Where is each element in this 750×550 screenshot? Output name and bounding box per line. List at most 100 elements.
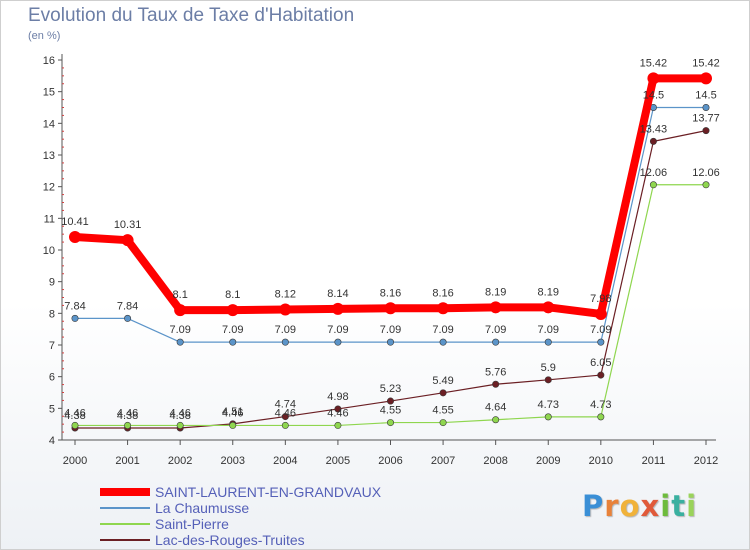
data-point (281, 421, 289, 429)
legend-label: La Chaumusse (155, 500, 250, 516)
data-point (597, 413, 605, 421)
data-label: 15.42 (692, 57, 720, 69)
y-tick-label: 15 (43, 87, 55, 99)
data-label: 7.09 (275, 324, 296, 336)
logo-letter: i (686, 489, 698, 523)
data-point (544, 376, 552, 384)
data-point (439, 338, 447, 346)
data-label: 5.76 (485, 366, 506, 378)
legend-swatch (100, 523, 150, 525)
data-label: 4.46 (275, 407, 296, 419)
data-label: 5.49 (432, 375, 453, 387)
data-point (281, 338, 289, 346)
x-tick-label: 2009 (536, 455, 560, 467)
legend-swatch (100, 488, 150, 496)
data-label: 10.31 (114, 219, 142, 231)
y-tick-label: 14 (43, 118, 55, 130)
data-point (334, 338, 342, 346)
data-point (69, 231, 81, 244)
data-label: 4.74 (275, 399, 296, 411)
data-label: 4.64 (485, 402, 506, 414)
logo-letter: r (604, 489, 620, 523)
data-label: 7.09 (432, 324, 453, 336)
data-label: 8.12 (275, 289, 296, 301)
data-point (124, 314, 132, 322)
data-point (439, 419, 447, 427)
data-point (437, 302, 450, 315)
x-tick-label: 2004 (273, 455, 297, 467)
data-point (594, 307, 607, 320)
y-tick-label: 4 (49, 435, 55, 447)
data-point (597, 338, 605, 346)
data-label: 7.09 (169, 324, 190, 336)
logo-letter: x (640, 489, 661, 523)
x-tick-label: 2012 (694, 455, 718, 467)
data-label: 12.06 (692, 167, 720, 179)
y-tick-label: 13 (43, 150, 55, 162)
y-tick-label: 16 (43, 55, 55, 67)
legend-label: Saint-Pierre (155, 516, 229, 532)
data-label: 6.05 (590, 357, 611, 369)
x-tick-label: 2010 (589, 455, 613, 467)
data-label: 7.84 (117, 300, 138, 312)
data-label: 4.46 (222, 407, 243, 419)
data-label: 4.73 (590, 399, 611, 411)
data-label: 5.9 (541, 362, 556, 374)
data-label: 7.09 (380, 324, 401, 336)
data-label: 14.5 (643, 90, 664, 102)
x-tick-label: 2000 (63, 455, 87, 467)
x-tick-label: 2008 (483, 455, 507, 467)
logo-letter: o (619, 489, 641, 523)
data-label: 4.98 (327, 391, 348, 403)
x-tick-label: 2003 (221, 455, 245, 467)
data-point (492, 380, 500, 388)
data-label: 7.98 (590, 293, 611, 305)
y-tick-label: 9 (49, 277, 55, 289)
data-label: 7.09 (538, 324, 559, 336)
data-label: 8.16 (380, 287, 401, 299)
data-label: 8.1 (225, 289, 240, 301)
legend-swatch (100, 507, 150, 509)
y-tick-label: 5 (49, 403, 55, 415)
data-label: 4.55 (380, 405, 401, 417)
data-label: 13.43 (640, 123, 668, 135)
data-point (542, 301, 555, 314)
data-label: 12.06 (640, 167, 668, 179)
data-label: 14.5 (695, 90, 716, 102)
logo-letter: t (671, 489, 687, 523)
data-label: 4.51 (222, 406, 243, 418)
data-label: 15.42 (640, 57, 668, 69)
data-point (229, 338, 237, 346)
chart-subtitle: (en %) (28, 30, 61, 42)
y-tick-label: 10 (43, 245, 55, 257)
data-point (176, 338, 184, 346)
data-label: 4.38 (64, 410, 85, 422)
data-point (331, 302, 344, 315)
data-point (386, 338, 394, 346)
data-label: 8.19 (538, 286, 559, 298)
x-tick-label: 2011 (642, 455, 666, 467)
data-label: 4.38 (117, 410, 138, 422)
data-point (597, 371, 605, 379)
data-label: 8.16 (432, 287, 453, 299)
data-label: 8.19 (485, 286, 506, 298)
data-point (124, 421, 132, 429)
data-label: 4.38 (169, 410, 190, 422)
x-tick-label: 2007 (431, 455, 455, 467)
legend-label: Lac-des-Rouges-Truites (155, 532, 305, 548)
y-tick-label: 8 (49, 308, 55, 320)
data-point (649, 181, 657, 189)
data-label: 4.55 (432, 405, 453, 417)
data-label: 4.46 (117, 407, 138, 419)
data-point (439, 389, 447, 397)
data-point (649, 137, 657, 145)
data-label: 13.77 (692, 113, 720, 125)
data-point (647, 72, 660, 85)
logo-letter: P (582, 489, 605, 523)
data-point (702, 127, 710, 135)
x-tick-label: 2006 (378, 455, 402, 467)
x-tick-label: 2005 (326, 455, 350, 467)
y-tick-label: 7 (49, 340, 55, 352)
series-line-0 (71, 74, 710, 318)
